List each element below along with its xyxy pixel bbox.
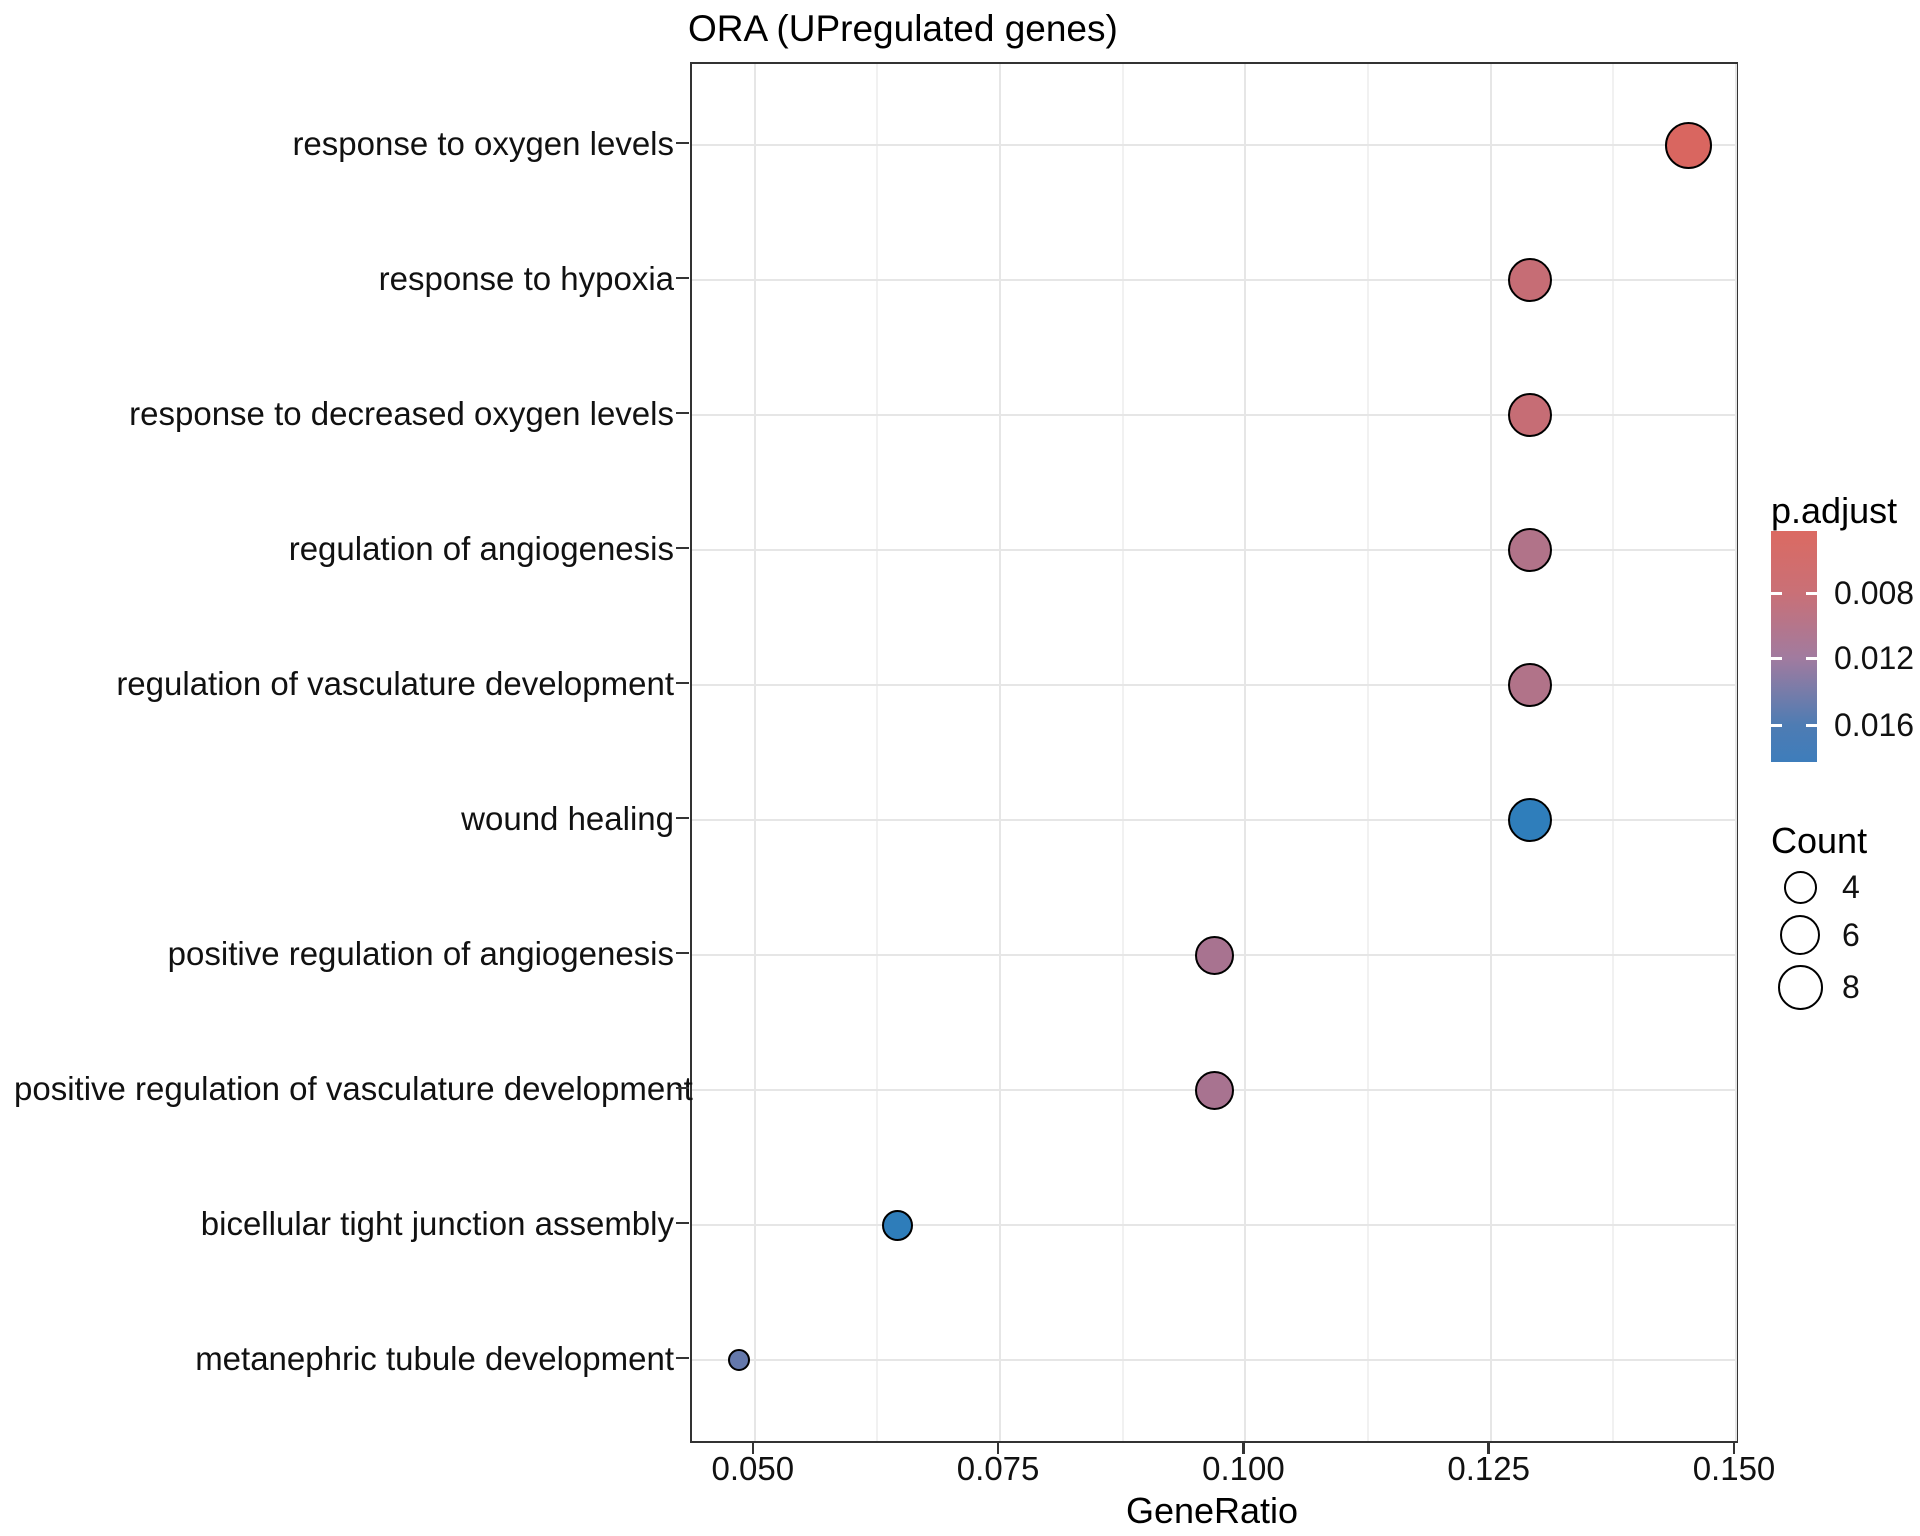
gradient-tick-left bbox=[1771, 656, 1782, 660]
count-legend-circle bbox=[1783, 870, 1817, 904]
chart-title: ORA (UPregulated genes) bbox=[688, 8, 1118, 49]
y-axis-tick bbox=[676, 681, 689, 685]
dot bbox=[728, 1349, 751, 1371]
gridline-major-horizontal bbox=[692, 819, 1736, 821]
gridline-major-horizontal bbox=[692, 144, 1736, 146]
legend-padjust-title: p.adjust bbox=[1771, 490, 1898, 531]
dot bbox=[1507, 798, 1552, 842]
gridline-major-horizontal bbox=[692, 1224, 1736, 1226]
y-axis-label: metanephric tubule development bbox=[195, 1339, 674, 1377]
x-axis-title: GeneRatio bbox=[1125, 1490, 1299, 1531]
legend-gradient-bar bbox=[1771, 531, 1817, 762]
gridline-major-horizontal bbox=[692, 414, 1736, 416]
gradient-tick-left bbox=[1771, 723, 1782, 727]
y-axis-tick bbox=[676, 411, 689, 415]
x-axis-tick bbox=[1732, 1441, 1736, 1454]
x-axis-tick bbox=[1242, 1441, 1245, 1454]
dot bbox=[1665, 121, 1713, 169]
dot bbox=[1507, 528, 1552, 572]
gridline-major-horizontal bbox=[692, 279, 1736, 281]
gridline-major-vertical bbox=[1244, 64, 1247, 1441]
count-legend-circle bbox=[1780, 915, 1820, 955]
y-axis-label: bicellular tight junction assembly bbox=[200, 1204, 674, 1242]
plot-panel bbox=[690, 62, 1738, 1443]
count-legend-label: 8 bbox=[1842, 969, 1860, 1005]
gridline-minor-vertical bbox=[1121, 64, 1124, 1441]
y-axis-label: regulation of angiogenesis bbox=[288, 529, 674, 567]
y-axis-tick bbox=[676, 276, 689, 280]
y-axis-label: positive regulation of angiogenesis bbox=[167, 934, 674, 972]
gradient-tick-right bbox=[1806, 656, 1817, 660]
dot bbox=[1507, 663, 1552, 707]
gridline-major-vertical bbox=[999, 64, 1002, 1441]
dot bbox=[1194, 935, 1234, 975]
gradient-tick-label: 0.008 bbox=[1834, 575, 1915, 612]
legend-count-title: Count bbox=[1771, 820, 1868, 861]
gradient-tick-label: 0.012 bbox=[1834, 640, 1915, 677]
count-legend-label: 6 bbox=[1842, 917, 1860, 953]
gradient-tick-right bbox=[1806, 723, 1817, 727]
gridline-major-horizontal bbox=[692, 684, 1736, 686]
gridline-major-horizontal bbox=[692, 1359, 1736, 1361]
y-axis-tick bbox=[676, 951, 689, 955]
dot bbox=[1194, 1070, 1234, 1110]
gridline-minor-vertical bbox=[1367, 64, 1370, 1441]
x-axis-tick-label: 0.100 bbox=[1202, 1450, 1285, 1487]
gridline-major-vertical bbox=[753, 64, 756, 1441]
gridline-major-vertical bbox=[1735, 64, 1737, 1441]
y-axis-tick bbox=[676, 141, 689, 145]
x-axis-tick bbox=[996, 1441, 1000, 1454]
x-axis-tick bbox=[751, 1441, 755, 1454]
y-axis-label: response to hypoxia bbox=[378, 259, 674, 297]
dot bbox=[1507, 393, 1552, 437]
dot bbox=[881, 1209, 913, 1241]
y-axis-label: response to oxygen levels bbox=[292, 124, 674, 162]
y-axis-label: regulation of vasculature development bbox=[116, 664, 674, 702]
x-axis-tick-label: 0.150 bbox=[1692, 1450, 1776, 1487]
x-axis-tick bbox=[1487, 1441, 1490, 1454]
x-axis-tick-label: 0.125 bbox=[1447, 1450, 1530, 1487]
gradient-tick-label: 0.016 bbox=[1834, 707, 1915, 744]
y-axis-tick bbox=[676, 1356, 689, 1360]
y-axis-tick bbox=[676, 816, 689, 820]
gradient-tick-left bbox=[1771, 591, 1782, 595]
y-axis-label: wound healing bbox=[461, 799, 674, 837]
count-legend-circle bbox=[1777, 964, 1823, 1010]
y-axis-label: positive regulation of vasculature devel… bbox=[14, 1069, 693, 1107]
y-axis-tick bbox=[676, 1086, 689, 1090]
x-axis-tick-label: 0.050 bbox=[711, 1450, 795, 1487]
gridline-major-vertical bbox=[1489, 64, 1492, 1441]
x-axis-tick-label: 0.075 bbox=[956, 1450, 1040, 1487]
gridline-minor-vertical bbox=[1612, 64, 1615, 1441]
gradient-tick-right bbox=[1806, 591, 1817, 595]
gridline-minor-vertical bbox=[876, 64, 879, 1441]
y-axis-tick bbox=[676, 546, 689, 550]
y-axis-tick bbox=[676, 1221, 689, 1225]
y-axis-label: response to decreased oxygen levels bbox=[129, 394, 674, 432]
count-legend-label: 4 bbox=[1842, 869, 1860, 905]
dot bbox=[1507, 258, 1552, 302]
gridline-major-horizontal bbox=[692, 549, 1736, 551]
